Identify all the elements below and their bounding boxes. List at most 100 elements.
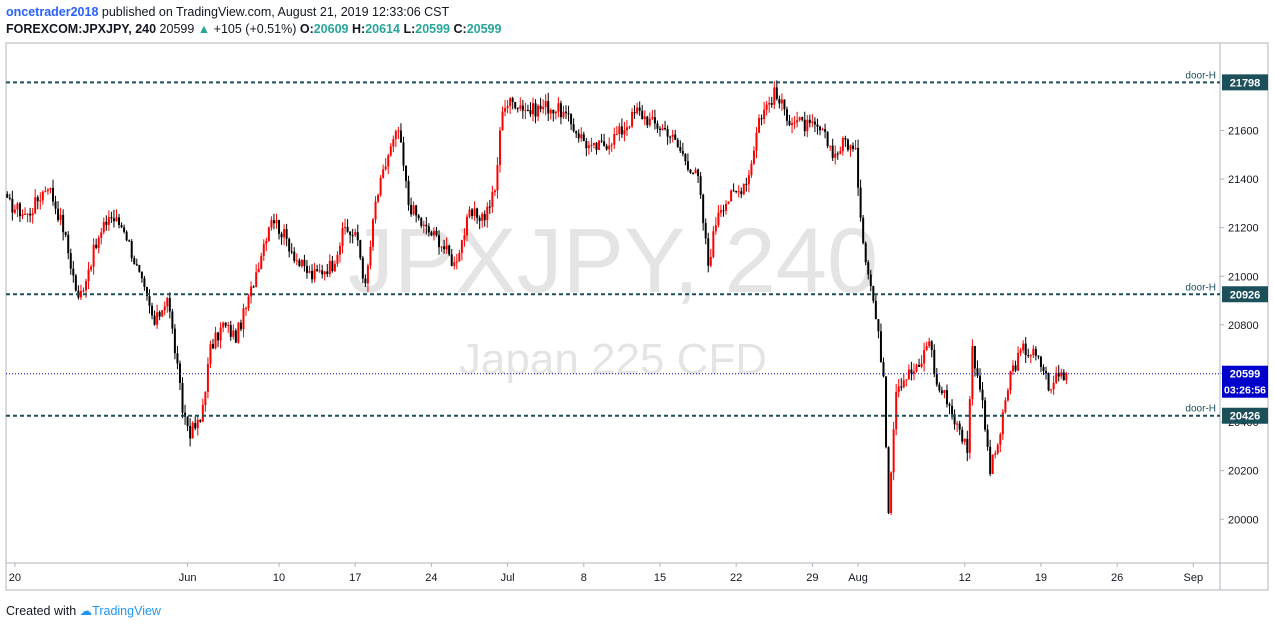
candle-body bbox=[173, 328, 176, 354]
candle-body bbox=[610, 144, 613, 146]
candle-body bbox=[425, 224, 428, 227]
candle-body bbox=[39, 200, 42, 202]
candle-body bbox=[666, 129, 669, 137]
candle-body bbox=[1032, 348, 1035, 356]
level-price-tag bbox=[1222, 74, 1268, 91]
candle-body bbox=[918, 364, 921, 367]
author-link[interactable]: oncetrader2018 bbox=[6, 5, 99, 19]
candle-body bbox=[293, 251, 296, 261]
candle-body bbox=[862, 217, 865, 244]
candle-body bbox=[704, 223, 707, 239]
candle-body bbox=[280, 233, 283, 238]
candle-body bbox=[67, 234, 70, 254]
candle-body bbox=[902, 380, 905, 388]
candle-body bbox=[813, 121, 816, 125]
candle-body bbox=[509, 98, 512, 107]
candle-body bbox=[245, 308, 248, 310]
candle-body bbox=[699, 176, 702, 195]
candle-body bbox=[311, 271, 314, 280]
candle-body bbox=[651, 117, 654, 119]
candle-body bbox=[963, 438, 966, 442]
level-price-text: 20926 bbox=[1230, 289, 1261, 301]
candle-body bbox=[717, 212, 720, 226]
candle-body bbox=[780, 99, 783, 104]
candle-body bbox=[186, 416, 189, 427]
candle-body bbox=[321, 270, 324, 275]
candle-body bbox=[107, 217, 110, 225]
candle-body bbox=[747, 175, 750, 185]
candle-body bbox=[112, 218, 115, 222]
low-value: 20599 bbox=[415, 22, 451, 36]
candle-body bbox=[359, 240, 362, 258]
candle-body bbox=[138, 265, 141, 272]
candle-body bbox=[760, 118, 763, 120]
candle-body bbox=[824, 129, 827, 132]
candle-body bbox=[973, 346, 976, 369]
candle-body bbox=[1052, 382, 1055, 390]
candle-body bbox=[907, 369, 910, 380]
candle-body bbox=[920, 363, 923, 367]
candle-body bbox=[148, 296, 151, 306]
candle-body bbox=[544, 101, 547, 107]
candle-body bbox=[887, 447, 890, 514]
candle-body bbox=[999, 434, 1002, 445]
candle-body bbox=[394, 131, 397, 140]
candle-body bbox=[580, 134, 583, 139]
candle-body bbox=[722, 210, 725, 212]
candle-body bbox=[290, 251, 293, 253]
candle-body bbox=[417, 215, 420, 219]
candle-body bbox=[1012, 365, 1015, 372]
watermark-name: Japan 225 CFD bbox=[459, 335, 767, 384]
candle-body bbox=[189, 426, 192, 439]
candle-body bbox=[758, 118, 761, 133]
candle-body bbox=[633, 112, 636, 114]
candle-body bbox=[793, 122, 796, 124]
candle-body bbox=[410, 204, 413, 215]
candle-body bbox=[897, 386, 900, 392]
candle-body bbox=[196, 419, 199, 429]
candle-body bbox=[864, 243, 867, 263]
candle-body bbox=[638, 107, 641, 111]
candle-body bbox=[92, 244, 95, 267]
tradingview-brand[interactable]: TradingView bbox=[92, 604, 161, 618]
candle-body bbox=[707, 238, 710, 266]
countdown-text: 03:26:56 bbox=[1224, 385, 1266, 397]
candle-body bbox=[351, 235, 354, 237]
x-tick-label: 10 bbox=[273, 572, 285, 584]
candle-body bbox=[13, 209, 16, 213]
x-tick-label: Jul bbox=[501, 572, 515, 584]
candle-body bbox=[95, 244, 98, 248]
candle-body bbox=[440, 246, 443, 248]
candle-body bbox=[953, 414, 956, 425]
candle-body bbox=[295, 260, 298, 262]
candle-body bbox=[1022, 343, 1025, 351]
x-tick-label: 19 bbox=[1035, 572, 1047, 584]
candle-body bbox=[211, 344, 214, 349]
candle-body bbox=[318, 270, 321, 272]
candle-body bbox=[608, 145, 611, 150]
candle-body bbox=[151, 305, 154, 316]
level-label: door-H bbox=[1185, 404, 1216, 415]
candle-body bbox=[737, 191, 740, 193]
candle-body bbox=[387, 155, 390, 167]
candle-body bbox=[656, 123, 659, 129]
candle-body bbox=[542, 106, 545, 110]
candle-body bbox=[458, 253, 461, 262]
candles bbox=[6, 80, 1068, 515]
candle-body bbox=[928, 341, 931, 347]
candle-body bbox=[278, 220, 281, 234]
candle-body bbox=[438, 235, 441, 248]
candle-body bbox=[811, 121, 814, 123]
open-value: 20609 bbox=[313, 22, 349, 36]
candle-body bbox=[872, 286, 875, 301]
candle-body bbox=[844, 138, 847, 140]
candle-body bbox=[36, 197, 39, 202]
candle-body bbox=[653, 117, 656, 124]
tradingview-logo-icon[interactable]: ☁ bbox=[79, 604, 93, 618]
candle-body bbox=[412, 205, 415, 215]
candle-body bbox=[732, 190, 735, 192]
candle-body bbox=[834, 153, 837, 158]
candle-body bbox=[275, 220, 278, 224]
candle-body bbox=[923, 350, 926, 364]
